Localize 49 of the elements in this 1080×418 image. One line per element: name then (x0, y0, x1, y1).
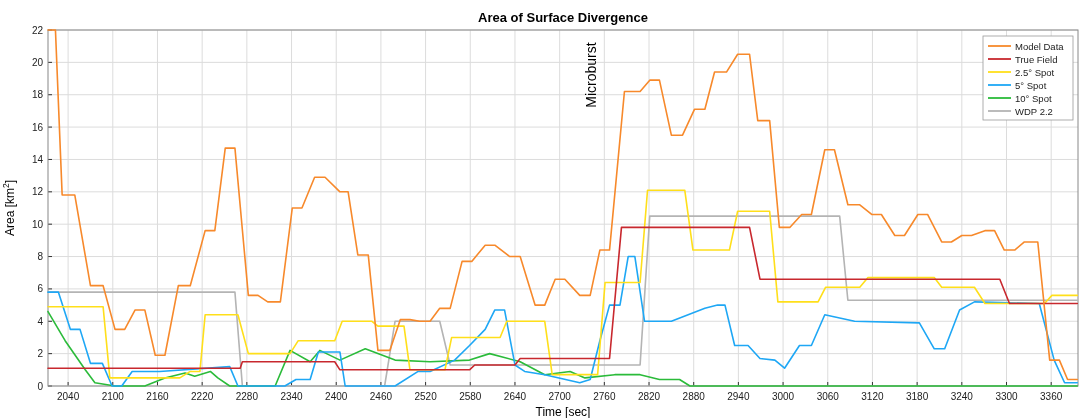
y-tick-label: 22 (31, 24, 44, 36)
x-tick-label: 3360 (1040, 391, 1063, 402)
x-tick-label: 3120 (861, 391, 885, 402)
legend-label: WDP 2.2 (1015, 105, 1053, 117)
line-series (47, 29, 1079, 381)
x-tick-label: 2640 (503, 391, 527, 402)
x-tick-label: 2940 (727, 391, 750, 402)
y-tick-label: 12 (31, 186, 44, 198)
y-tick-label: 2 (37, 348, 44, 360)
y-tick-label: 14 (31, 153, 44, 165)
x-tick-label: 3240 (950, 391, 974, 402)
x-tick-label: 2100 (101, 391, 125, 402)
x-tick-label: 2160 (146, 391, 170, 402)
x-tick-label: 3300 (995, 391, 1019, 402)
y-tick-label: 18 (31, 89, 44, 101)
line-series (47, 226, 1079, 371)
legend-label: 5° Spot (1015, 79, 1047, 91)
chart-title: Area of Surface Divergence (478, 10, 648, 25)
x-tick-label: 3060 (816, 391, 840, 402)
x-tick-label: 2340 (280, 391, 304, 402)
y-tick-label: 10 (31, 218, 44, 230)
x-tick-label: 2700 (548, 391, 572, 402)
x-tick-label: 3180 (906, 391, 929, 402)
x-tick-label: 2820 (637, 391, 661, 402)
y-tick-label: 4 (37, 315, 44, 327)
y-tick-label: 16 (31, 121, 44, 133)
annotation: Microburst (582, 42, 599, 108)
line-series (47, 255, 1079, 387)
legend-label: 2.5° Spot (1015, 66, 1055, 78)
x-tick-label: 2280 (235, 391, 259, 402)
x-tick-label: 2220 (191, 391, 214, 402)
x-tick-label: 3000 (771, 391, 795, 402)
legend-label: Model Data (1015, 40, 1065, 52)
x-tick-label: 2400 (325, 391, 348, 402)
line-series (47, 189, 1079, 379)
y-tick-label: 20 (31, 56, 44, 68)
y-tick-label: 0 (37, 380, 44, 392)
x-tick-label: 2040 (56, 391, 80, 402)
x-tick-label: 2460 (369, 391, 393, 402)
x-tick-label: 2760 (593, 391, 616, 402)
legend-label: 10° Spot (1015, 92, 1052, 104)
legend-label: True Field (1015, 53, 1058, 65)
line-series (47, 310, 1079, 387)
y-tick-label: 6 (37, 283, 44, 295)
x-axis-title: Time [sec] (535, 405, 591, 418)
y-tick-label: 8 (37, 251, 44, 263)
x-tick-label: 2520 (414, 391, 438, 402)
x-tick-label: 2880 (682, 391, 706, 402)
x-tick-label: 2580 (459, 391, 482, 402)
